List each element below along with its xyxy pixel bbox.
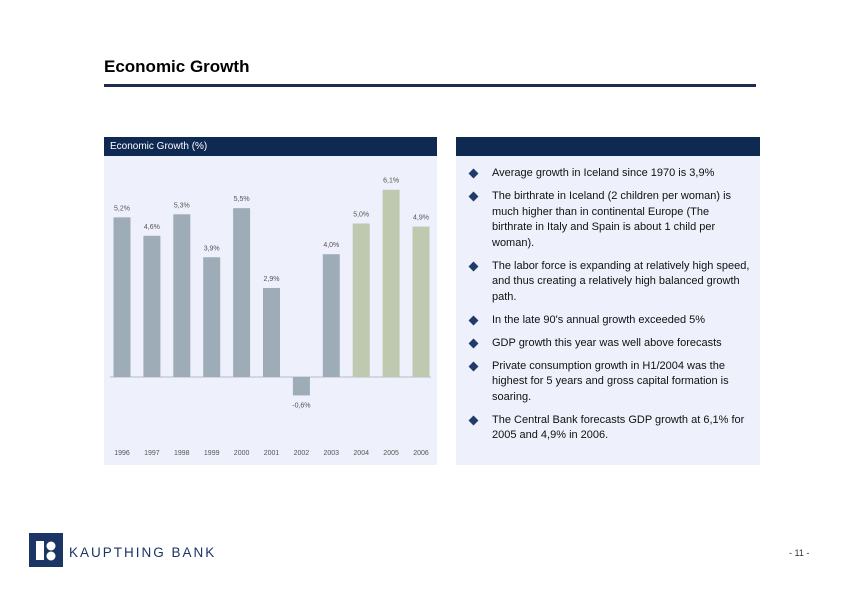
data-label: 4,0% xyxy=(323,242,339,249)
bullet-list: Average growth in Iceland since 1970 is … xyxy=(468,166,752,451)
x-tick-label: 1999 xyxy=(204,450,220,457)
x-tick-label: 1998 xyxy=(174,450,190,457)
bar-2002 xyxy=(292,377,310,396)
bar-chart: 5,2% 1996 4,6% 1997 5,3% 1998 3,9% 1999 5,5% 2000… xyxy=(110,178,431,457)
bar-2001 xyxy=(263,287,280,377)
data-label: 5,2% xyxy=(114,205,130,212)
data-label: 2,9% xyxy=(264,276,280,283)
data-label: -0,6% xyxy=(292,402,310,409)
data-label: 3,9% xyxy=(204,245,220,252)
data-label: 5,0% xyxy=(353,212,369,219)
bullet-item: Private consumption growth in H1/2004 wa… xyxy=(468,359,752,406)
data-label: 6,1% xyxy=(383,178,399,185)
data-label: 5,5% xyxy=(234,196,250,203)
x-tick-label: 2000 xyxy=(234,450,250,457)
svg-text:KAUPTHING BANK: KAUPTHING BANK xyxy=(69,545,216,560)
bar-1997 xyxy=(143,235,161,377)
title-rule xyxy=(104,84,756,87)
diamond-bullet-icon xyxy=(468,168,479,179)
x-tick-label: 2006 xyxy=(413,450,429,457)
bullet-item: In the late 90's annual growth exceeded … xyxy=(468,313,752,329)
bullet-item: The labor force is expanding at relative… xyxy=(468,259,752,306)
bar-2004 xyxy=(352,223,370,377)
diamond-bullet-icon xyxy=(468,315,479,325)
bar-2005 xyxy=(382,189,400,377)
x-tick-label: 2001 xyxy=(264,450,280,457)
kaupthing-logo: KAUPTHING BANK xyxy=(29,533,216,567)
page-title: Economic Growth xyxy=(104,57,250,76)
bullet-item: GDP growth this year was well above fore… xyxy=(468,336,752,352)
diamond-bullet-icon xyxy=(468,338,479,348)
text-panel-header xyxy=(456,137,760,156)
x-tick-label: 2002 xyxy=(294,450,310,457)
bar-1998 xyxy=(173,214,191,377)
diamond-bullet-icon xyxy=(468,361,479,371)
x-tick-label: 2003 xyxy=(324,450,340,457)
text-panel xyxy=(456,156,760,465)
bullet-item: The birthrate in Iceland (2 children per… xyxy=(468,189,752,251)
bar-2000 xyxy=(233,208,251,377)
x-tick-label: 1997 xyxy=(144,450,160,457)
page-number: - 11 - xyxy=(789,548,810,558)
bullet-item: The Central Bank forecasts GDP growth at… xyxy=(468,413,752,444)
x-tick-label: 1996 xyxy=(114,450,130,457)
diamond-bullet-icon xyxy=(468,415,479,425)
bar-1999 xyxy=(203,257,221,377)
bar-1996 xyxy=(113,217,131,377)
chart-panel-header: Economic Growth (%) xyxy=(104,137,437,156)
bar-2006 xyxy=(412,226,430,377)
bullet-item: Average growth in Iceland since 1970 is … xyxy=(468,166,752,182)
diamond-bullet-icon xyxy=(468,191,479,202)
x-tick-label: 2005 xyxy=(383,450,399,457)
data-label: 4,9% xyxy=(413,215,429,222)
data-label: 4,6% xyxy=(144,224,160,231)
data-label: 5,3% xyxy=(174,202,190,209)
x-tick-label: 2004 xyxy=(353,450,369,457)
bar-2003 xyxy=(322,254,340,377)
diamond-bullet-icon xyxy=(468,261,479,271)
